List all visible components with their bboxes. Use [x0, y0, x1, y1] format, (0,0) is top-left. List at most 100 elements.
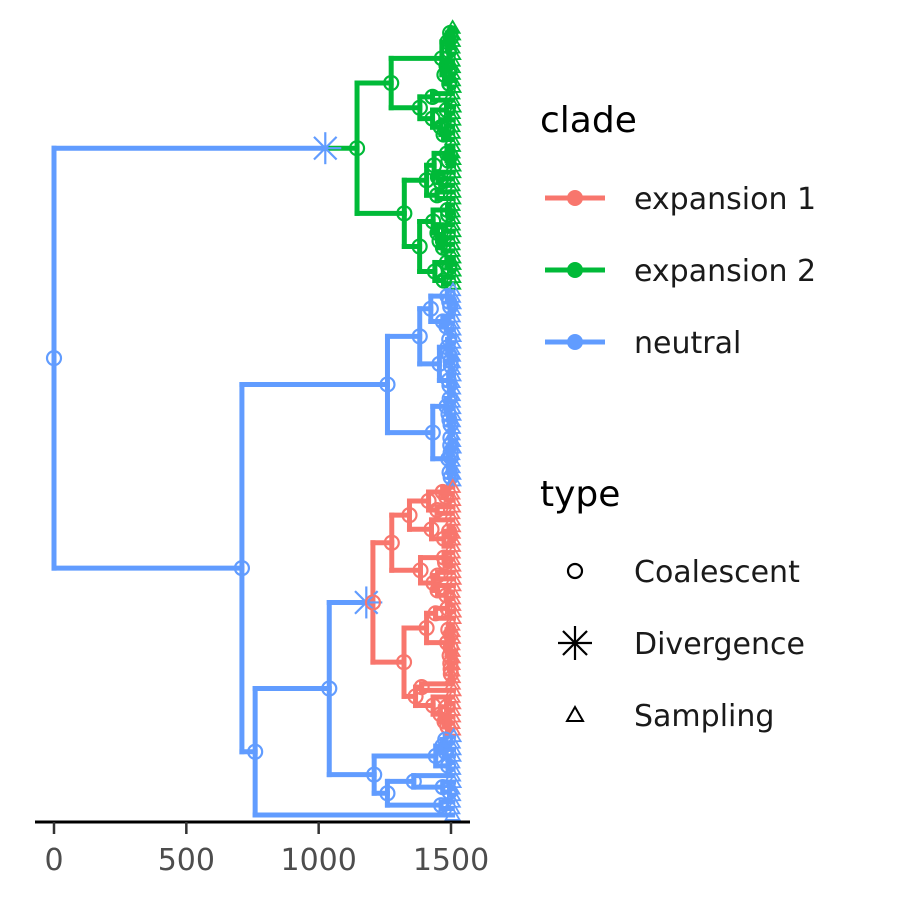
sampling-point — [444, 209, 462, 224]
sampling-point — [443, 84, 462, 100]
coalescent-point — [379, 376, 396, 393]
sampling-point — [444, 111, 462, 126]
coalescent-point — [429, 501, 446, 519]
coalescent-point — [379, 785, 396, 802]
sampling-point — [443, 616, 461, 631]
sampling-point — [444, 668, 462, 684]
sampling-point — [445, 327, 463, 343]
coalescent-point — [411, 328, 428, 345]
sampling-point — [444, 222, 462, 238]
coalescent-point — [431, 355, 448, 373]
sampling-point — [444, 740, 463, 756]
legend-shape-triangle — [565, 704, 585, 722]
coalescent-point — [420, 492, 437, 510]
sampling-point — [444, 25, 462, 41]
sampling-point — [444, 156, 463, 172]
coalescent-point — [45, 350, 63, 367]
sampling-point — [443, 143, 462, 159]
coalescent-point — [405, 773, 422, 790]
x-tick-label: 1500 — [413, 843, 489, 878]
sampling-point — [443, 583, 462, 598]
sampling-point — [444, 78, 463, 93]
sampling-point — [445, 97, 463, 113]
coalescent-point — [424, 110, 441, 127]
legend-swatch-dot — [567, 190, 583, 206]
coalescent-point — [233, 560, 251, 577]
tree-branches — [51, 25, 457, 818]
sampling-point — [444, 609, 463, 625]
sampling-point — [444, 425, 462, 441]
coalescent-point — [321, 680, 338, 697]
sampling-point — [444, 543, 462, 559]
legend-type-items: Coalescent Divergence Sampling — [558, 555, 805, 734]
legend-clade-items: expansion 1 expansion 2 neutral — [545, 182, 816, 361]
coalescent-point — [396, 205, 413, 222]
asterisk-stroke — [562, 630, 588, 656]
sampling-point — [444, 550, 462, 566]
coalescent-point — [424, 88, 441, 105]
plot-area — [45, 19, 463, 821]
coalescent-point — [432, 797, 450, 814]
sampling-point — [444, 353, 462, 369]
sampling-point — [444, 183, 462, 198]
sampling-point — [443, 714, 462, 729]
sampling-point — [445, 438, 463, 454]
coalescent-point — [413, 679, 430, 696]
sampling-point — [444, 786, 462, 802]
legend-label: neutral — [634, 326, 741, 361]
coalescent-point — [428, 187, 446, 204]
sampling-point — [445, 570, 463, 585]
coalescent-point — [423, 521, 440, 538]
legend-label: Sampling — [634, 699, 774, 734]
sampling-point — [443, 661, 461, 677]
sampling-point — [444, 734, 462, 749]
sampling-point — [443, 504, 461, 520]
legend-shape-circle — [566, 562, 584, 580]
coalescent-point — [418, 619, 435, 637]
x-tick-label: 500 — [158, 843, 215, 878]
sampling-point — [444, 806, 462, 821]
sampling-point — [443, 314, 462, 329]
legend-title-type: type — [540, 474, 620, 515]
sampling-point — [444, 393, 462, 408]
sampling-point — [444, 45, 462, 61]
sampling-point — [444, 471, 462, 487]
sampling-point — [444, 386, 462, 402]
coalescent-point — [429, 582, 446, 599]
sampling-point — [444, 478, 462, 493]
sampling-point — [445, 602, 463, 618]
sampling-point — [444, 465, 462, 480]
legend-label: Divergence — [634, 627, 805, 662]
coalescent-point — [364, 594, 382, 611]
sampling-point — [444, 576, 463, 592]
legend-label: expansion 1 — [634, 182, 816, 217]
legend-swatch-dot — [567, 262, 583, 278]
sampling-point — [443, 779, 461, 795]
legend-title-clade: clade — [540, 100, 637, 141]
sampling-point — [444, 766, 462, 782]
x-tick-label: 0 — [44, 843, 63, 878]
tree-nodes — [45, 19, 463, 821]
coalescent-point — [348, 140, 366, 157]
coalescent-point — [366, 766, 383, 783]
sampling-point — [443, 635, 461, 651]
sampling-point — [444, 491, 462, 506]
coalescent-point — [412, 562, 429, 579]
sampling-point — [444, 71, 462, 87]
legend-shape-asterisk — [558, 626, 592, 660]
legend: clade expansion 1 expansion 2 neutral type… — [540, 100, 816, 734]
sampling-point — [444, 242, 462, 257]
divergence-stroke — [313, 136, 338, 161]
coalescent-point — [411, 238, 428, 255]
sampling-point — [443, 170, 462, 185]
coalescent-point — [422, 300, 439, 317]
divergence-point — [309, 132, 342, 165]
legend-label: Coalescent — [634, 555, 800, 590]
sampling-point — [444, 137, 462, 152]
coalescent-point — [383, 74, 400, 92]
coalescent-point — [441, 390, 458, 407]
sampling-point — [443, 799, 461, 815]
coalescent-point — [395, 654, 413, 671]
sampling-point — [443, 235, 462, 251]
